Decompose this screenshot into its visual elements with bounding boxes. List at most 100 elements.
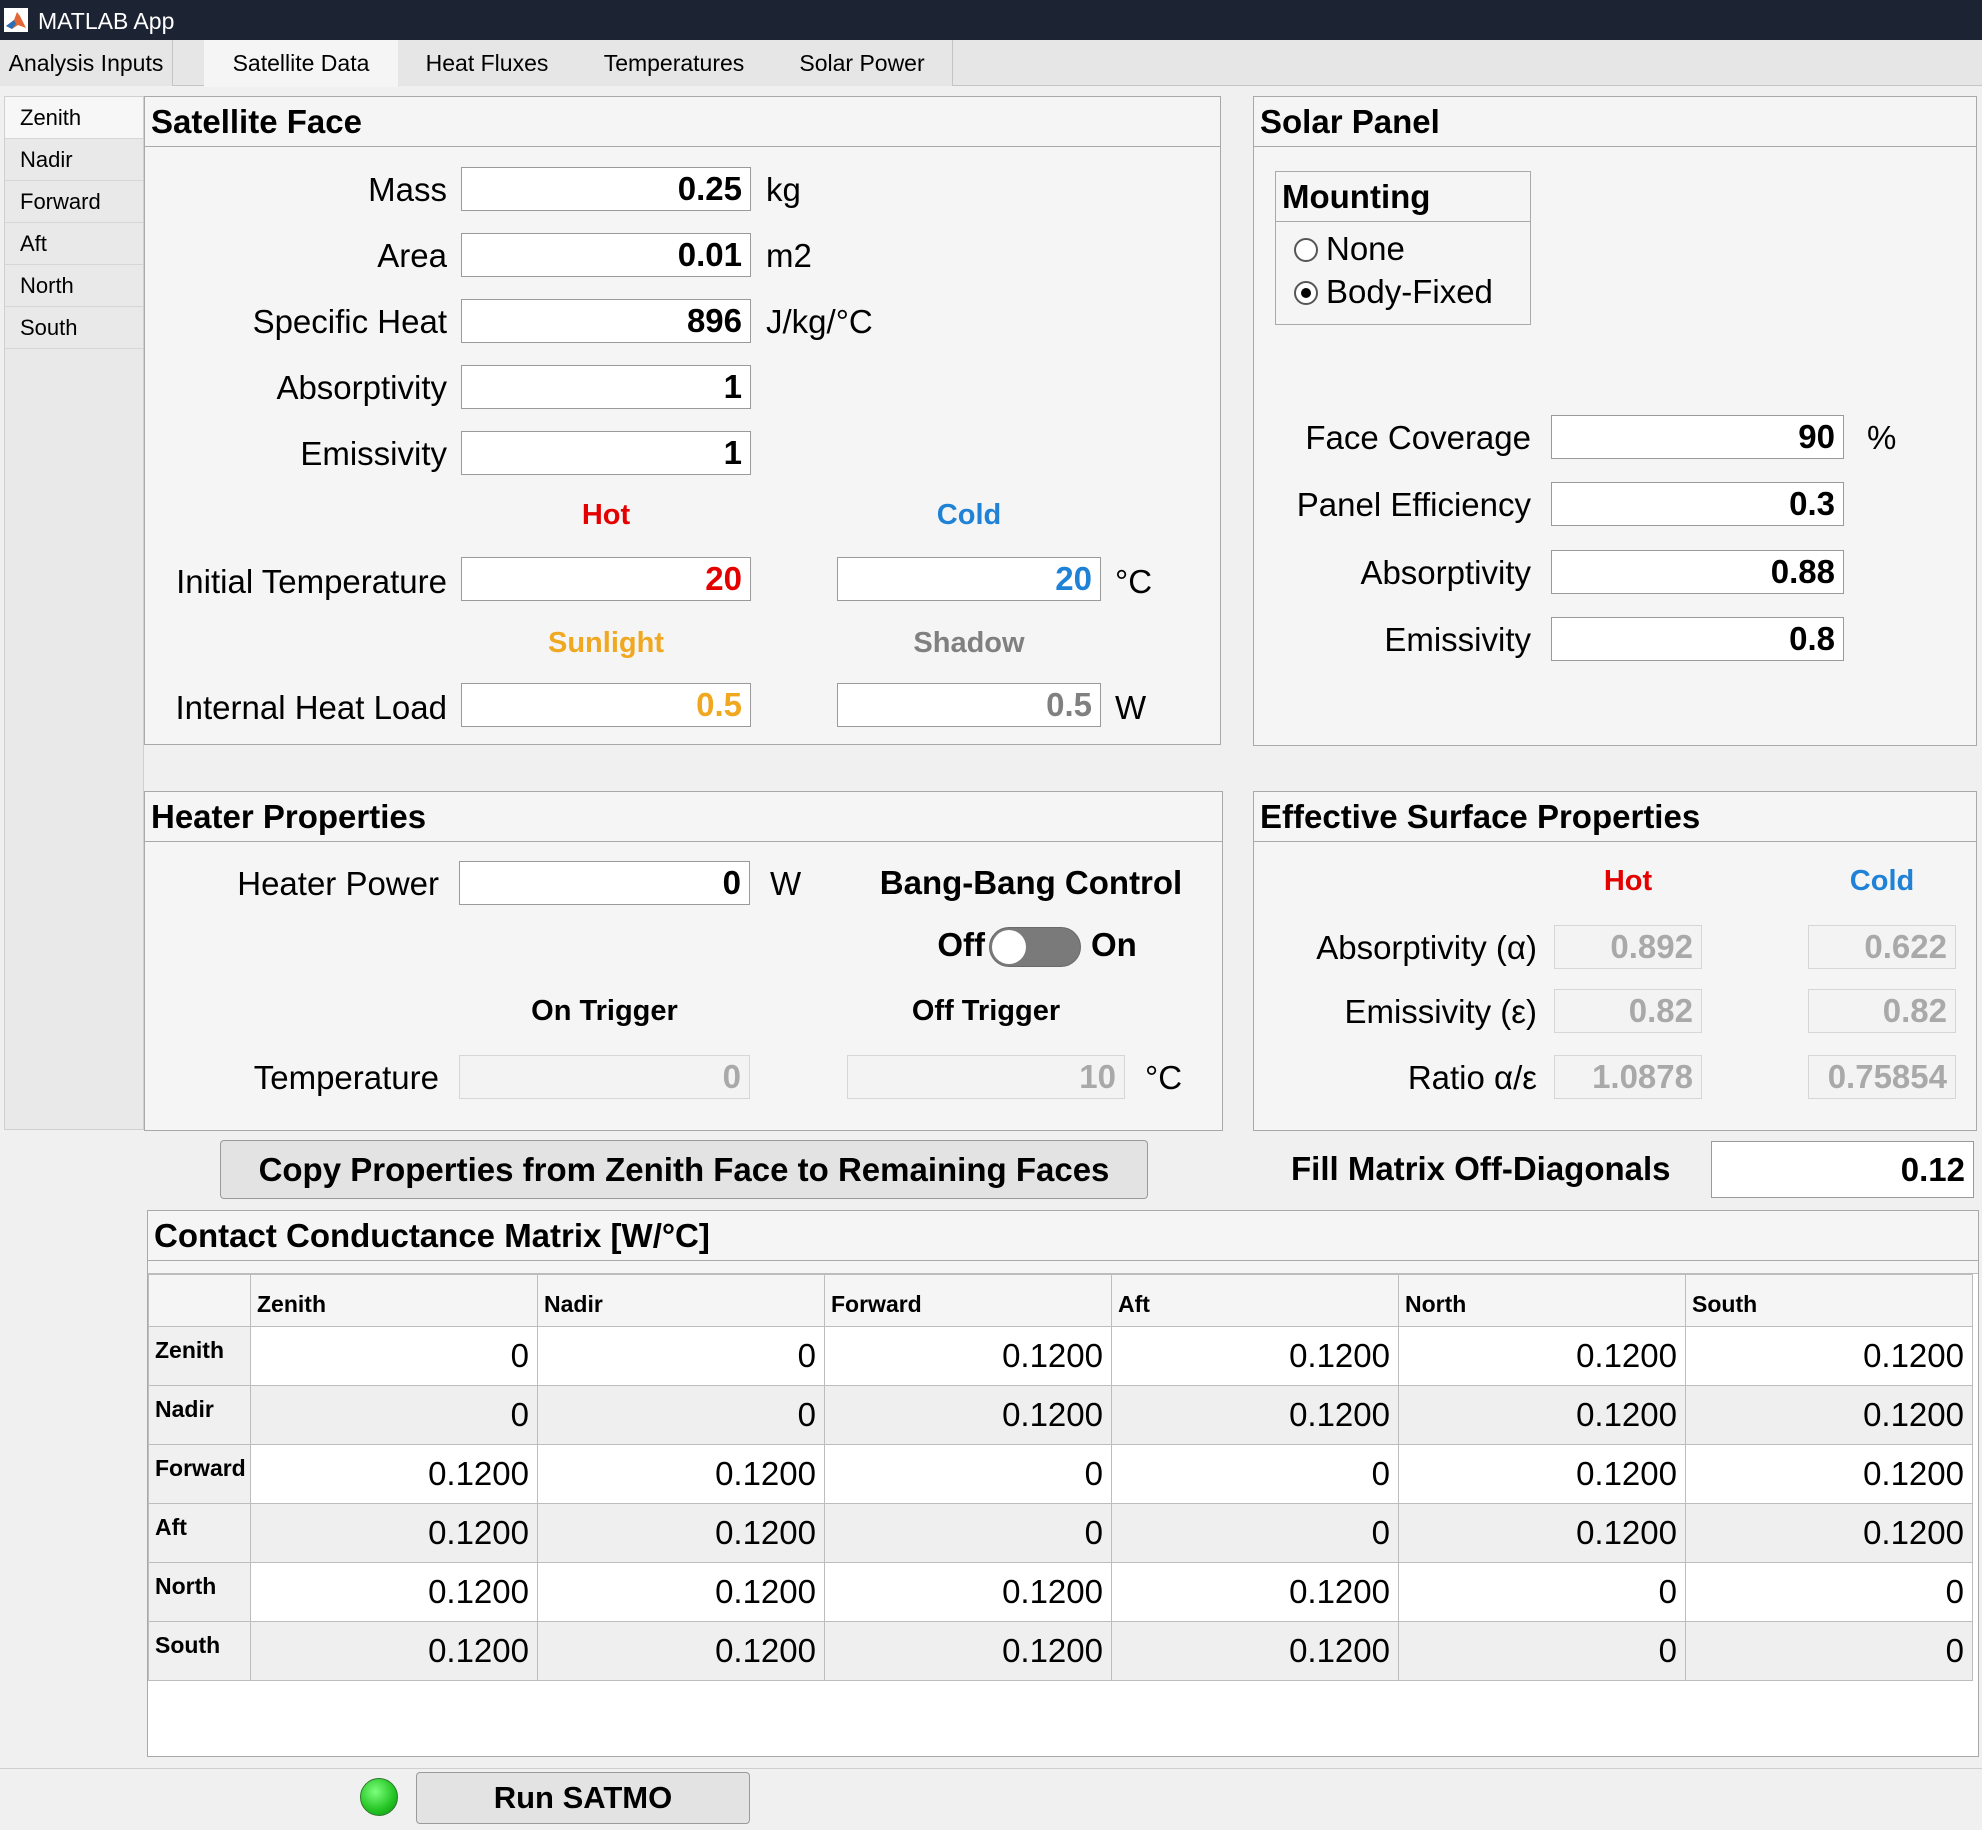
- table-cell[interactable]: 0: [537, 1326, 825, 1386]
- table-cell[interactable]: 0: [1398, 1621, 1686, 1681]
- contact-matrix-title: Contact Conductance Matrix [W/°C]: [148, 1211, 1978, 1261]
- table-row: South 0.1200 0.1200 0.1200 0.1200 0 0: [148, 1621, 1973, 1681]
- mounting-body-fixed-radio[interactable]: [1294, 281, 1318, 305]
- table-row: Zenith 0 0 0.1200 0.1200 0.1200 0.1200: [148, 1326, 1973, 1386]
- table-cell[interactable]: 0.1200: [1398, 1503, 1686, 1563]
- tab-analysis-inputs[interactable]: Analysis Inputs: [0, 40, 173, 86]
- copy-properties-button[interactable]: Copy Properties from Zenith Face to Rema…: [220, 1140, 1148, 1199]
- table-cell[interactable]: 0.1200: [537, 1621, 825, 1681]
- mass-field[interactable]: 0.25: [461, 167, 751, 211]
- column-header-nadir: Nadir: [537, 1274, 825, 1327]
- internal-heat-load-unit: W: [1115, 689, 1147, 726]
- face-item-zenith[interactable]: Zenith: [5, 97, 143, 139]
- face-item-nadir[interactable]: Nadir: [5, 139, 143, 181]
- table-cell[interactable]: 0.1200: [1685, 1326, 1973, 1386]
- table-cell[interactable]: 0.1200: [1111, 1621, 1399, 1681]
- row-header-aft: Aft: [148, 1503, 251, 1563]
- table-cell[interactable]: 0: [1685, 1562, 1973, 1622]
- internal-heat-load-label: Internal Heat Load: [175, 689, 447, 726]
- table-cell[interactable]: 0: [1685, 1621, 1973, 1681]
- panel-emissivity-field[interactable]: 0.8: [1551, 617, 1844, 661]
- table-cell[interactable]: 0.1200: [250, 1562, 538, 1622]
- fill-matrix-field[interactable]: 0.12: [1711, 1141, 1974, 1198]
- table-cell[interactable]: 0: [1398, 1562, 1686, 1622]
- table-cell[interactable]: 0.1200: [1685, 1503, 1973, 1563]
- mounting-group: Mounting None Body-Fixed: [1275, 171, 1531, 325]
- tab-satellite-data[interactable]: Satellite Data: [204, 40, 399, 87]
- on-trigger-temperature-field[interactable]: 0: [459, 1055, 750, 1099]
- table-cell[interactable]: 0.1200: [1111, 1326, 1399, 1386]
- mounting-none-radio[interactable]: [1294, 238, 1318, 262]
- table-cell[interactable]: 0.1200: [250, 1621, 538, 1681]
- internal-heat-load-shadow-field[interactable]: 0.5: [837, 683, 1101, 727]
- table-cell[interactable]: 0.1200: [1398, 1326, 1686, 1386]
- row-header-south: South: [148, 1621, 251, 1681]
- on-trigger-header: On Trigger: [531, 995, 678, 1027]
- mounting-none-label: None: [1326, 230, 1405, 267]
- table-cell[interactable]: 0.1200: [824, 1326, 1112, 1386]
- table-cell[interactable]: 0.1200: [537, 1562, 825, 1622]
- table-cell[interactable]: 0: [250, 1326, 538, 1386]
- column-header-north: North: [1398, 1274, 1686, 1327]
- column-header-zenith: Zenith: [250, 1274, 538, 1327]
- matlab-logo-icon: [4, 8, 28, 32]
- heater-properties-panel: Heater Properties Heater Power 0 W Bang-…: [144, 791, 1223, 1131]
- shadow-header: Shadow: [913, 627, 1025, 659]
- cold-header: Cold: [936, 499, 1002, 531]
- table-cell[interactable]: 0.1200: [824, 1562, 1112, 1622]
- face-item-north[interactable]: North: [5, 265, 143, 307]
- table-cell[interactable]: 0: [824, 1503, 1112, 1563]
- panel-efficiency-label: Panel Efficiency: [1296, 486, 1531, 523]
- off-trigger-temperature-field[interactable]: 10: [847, 1055, 1125, 1099]
- face-emissivity-field[interactable]: 1: [461, 431, 751, 475]
- table-cell[interactable]: 0.1200: [1111, 1562, 1399, 1622]
- tab-heat-fluxes[interactable]: Heat Fluxes: [398, 40, 577, 86]
- table-cell[interactable]: 0.1200: [1111, 1385, 1399, 1445]
- table-cell[interactable]: 0: [824, 1444, 1112, 1504]
- table-cell[interactable]: 0: [537, 1385, 825, 1445]
- panel-absorptivity-label: Absorptivity: [1360, 554, 1531, 591]
- tab-solar-power[interactable]: Solar Power: [772, 40, 953, 86]
- initial-temperature-cold-field[interactable]: 20: [837, 557, 1101, 601]
- table-cell[interactable]: 0: [1111, 1503, 1399, 1563]
- area-field[interactable]: 0.01: [461, 233, 751, 277]
- column-header-forward: Forward: [824, 1274, 1112, 1327]
- table-cell[interactable]: 0: [250, 1385, 538, 1445]
- internal-heat-load-sunlight-field[interactable]: 0.5: [461, 683, 751, 727]
- heater-power-field[interactable]: 0: [459, 861, 750, 905]
- face-item-forward[interactable]: Forward: [5, 181, 143, 223]
- table-cell[interactable]: 0.1200: [537, 1503, 825, 1563]
- panel-efficiency-field[interactable]: 0.3: [1551, 482, 1844, 526]
- face-item-south[interactable]: South: [5, 307, 143, 349]
- column-header-aft: Aft: [1111, 1274, 1399, 1327]
- face-absorptivity-field[interactable]: 1: [461, 365, 751, 409]
- bang-bang-toggle[interactable]: [989, 927, 1081, 967]
- initial-temperature-hot-field[interactable]: 20: [461, 557, 751, 601]
- run-satmo-button[interactable]: Run SATMO: [416, 1772, 750, 1824]
- table-cell[interactable]: 0.1200: [250, 1503, 538, 1563]
- table-cell[interactable]: 0.1200: [1685, 1444, 1973, 1504]
- specific-heat-field[interactable]: 896: [461, 299, 751, 343]
- table-row: Forward 0.1200 0.1200 0 0 0.1200 0.1200: [148, 1444, 1973, 1504]
- table-cell[interactable]: 0.1200: [824, 1621, 1112, 1681]
- trigger-temperature-unit: °C: [1145, 1059, 1183, 1096]
- table-cell[interactable]: 0.1200: [824, 1385, 1112, 1445]
- table-cell[interactable]: 0.1200: [537, 1444, 825, 1504]
- panel-absorptivity-field[interactable]: 0.88: [1551, 550, 1844, 594]
- tab-temperatures[interactable]: Temperatures: [576, 40, 773, 86]
- fill-matrix-label: Fill Matrix Off-Diagonals: [1291, 1150, 1671, 1187]
- face-item-aft[interactable]: Aft: [5, 223, 143, 265]
- table-cell[interactable]: 0: [1111, 1444, 1399, 1504]
- table-cell[interactable]: 0.1200: [1685, 1385, 1973, 1445]
- table-cell[interactable]: 0.1200: [1398, 1385, 1686, 1445]
- table-cell[interactable]: 0.1200: [1398, 1444, 1686, 1504]
- solar-panel-title: Solar Panel: [1254, 97, 1976, 147]
- face-coverage-field[interactable]: 90: [1551, 415, 1844, 459]
- effective-ratio-cold-field: 0.75854: [1808, 1055, 1956, 1099]
- table-corner: [148, 1274, 251, 1327]
- specific-heat-label: Specific Heat: [252, 303, 447, 340]
- mass-unit: kg: [766, 171, 801, 208]
- table-cell[interactable]: 0.1200: [250, 1444, 538, 1504]
- row-header-north: North: [148, 1562, 251, 1622]
- satellite-face-panel: Satellite Face Mass 0.25 kg Area 0.01 m2…: [144, 96, 1221, 745]
